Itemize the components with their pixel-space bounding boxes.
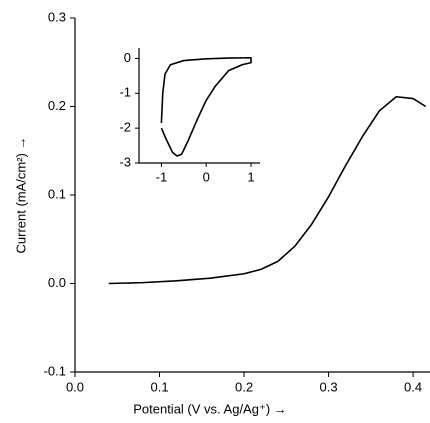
y-tick-label: 0.2 (48, 98, 66, 113)
y-tick-label: -1 (119, 85, 131, 100)
data-line (160, 56, 252, 157)
y-tick-label: 0.0 (48, 275, 66, 290)
y-tick-label: -3 (119, 154, 131, 169)
axis (74, 18, 430, 373)
x-tick-label: 0 (203, 169, 210, 184)
x-tick-label: -1 (156, 169, 168, 184)
x-axis-label: Potential (V vs. Ag/Ag⁺) → (133, 401, 287, 416)
y-tick-label: 0 (124, 50, 131, 65)
x-tick-label: 0.1 (150, 379, 168, 394)
y-tick-label: -2 (119, 120, 131, 135)
x-tick-label: 0.3 (320, 379, 338, 394)
x-tick-label: 0.4 (404, 379, 422, 394)
y-tick-label: 0.3 (48, 9, 66, 24)
y-tick-label: -0.1 (44, 363, 66, 378)
x-tick-label: 0.0 (66, 379, 84, 394)
y-tick-label: 0.1 (48, 186, 66, 201)
data-line (108, 95, 427, 285)
x-tick-label: 0.2 (235, 379, 253, 394)
y-axis-label: Current (mA/cm²) → (13, 137, 28, 254)
x-tick-label: 1 (247, 169, 254, 184)
